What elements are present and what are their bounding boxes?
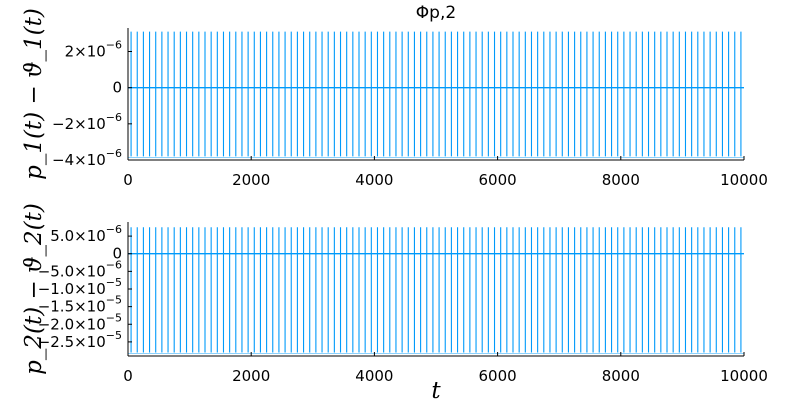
x-tick-label: 10000 bbox=[720, 367, 768, 385]
y-axis-label: p_1(t) − ϑ_1(t) bbox=[21, 8, 47, 180]
y-tick-label: 5.0×10−6 bbox=[50, 223, 122, 245]
chart-title: Φp,2 bbox=[416, 3, 456, 23]
chart-panel-bottom: 5.0×10−60−5.0×10−6−1.0×10−5−1.5×10−5−2.0… bbox=[21, 203, 768, 400]
y-tick-label: 2×10−6 bbox=[65, 39, 122, 61]
y-tick-label: 0 bbox=[112, 79, 122, 97]
y-ticks: 5.0×10−60−5.0×10−6−1.0×10−5−1.5×10−5−2.0… bbox=[38, 223, 132, 351]
y-tick-label: 0 bbox=[112, 245, 122, 263]
y-tick-label: −2×10−6 bbox=[52, 111, 122, 133]
y-axis-label: p_2(t) − ϑ_2(t) bbox=[21, 203, 47, 375]
y-tick-label: −2.0×10−5 bbox=[38, 311, 122, 333]
series-marks bbox=[128, 227, 744, 354]
y-tick-label: −5.0×10−6 bbox=[38, 258, 122, 280]
series-spikes bbox=[130, 31, 742, 157]
y-tick-label: −2.5×10−5 bbox=[38, 329, 122, 351]
x-tick-label: 0 bbox=[123, 367, 133, 385]
x-axis-label: t bbox=[431, 378, 441, 400]
y-tick-label: −1.0×10−5 bbox=[38, 276, 122, 298]
series-marks bbox=[128, 31, 744, 158]
y-ticks: 2×10−6 0 −2×10−6 −4×10−6 bbox=[52, 39, 132, 169]
x-tick-label: 10000 bbox=[720, 171, 768, 189]
chart-panel-top: Φp,2 2×10−6 0 −2×10−6 −4×10−6 0 2000 4000 6000… bbox=[21, 3, 768, 189]
x-tick-label: 4000 bbox=[355, 171, 393, 189]
x-ticks: 0 2000 4000 6000 8000 10000 bbox=[123, 156, 768, 189]
y-tick-label: −4×10−6 bbox=[52, 147, 122, 169]
x-ticks: 0 2000 4000 6000 8000 10000 bbox=[123, 352, 768, 385]
y-tick-label: −1.5×10−5 bbox=[38, 294, 122, 316]
series-spikes bbox=[130, 227, 742, 353]
x-tick-label: 8000 bbox=[602, 367, 640, 385]
x-tick-label: 8000 bbox=[602, 171, 640, 189]
x-tick-label: 6000 bbox=[479, 367, 517, 385]
x-tick-label: 4000 bbox=[355, 367, 393, 385]
x-tick-label: 6000 bbox=[479, 171, 517, 189]
x-tick-label: 0 bbox=[123, 171, 133, 189]
x-tick-label: 2000 bbox=[232, 367, 270, 385]
x-tick-label: 2000 bbox=[232, 171, 270, 189]
